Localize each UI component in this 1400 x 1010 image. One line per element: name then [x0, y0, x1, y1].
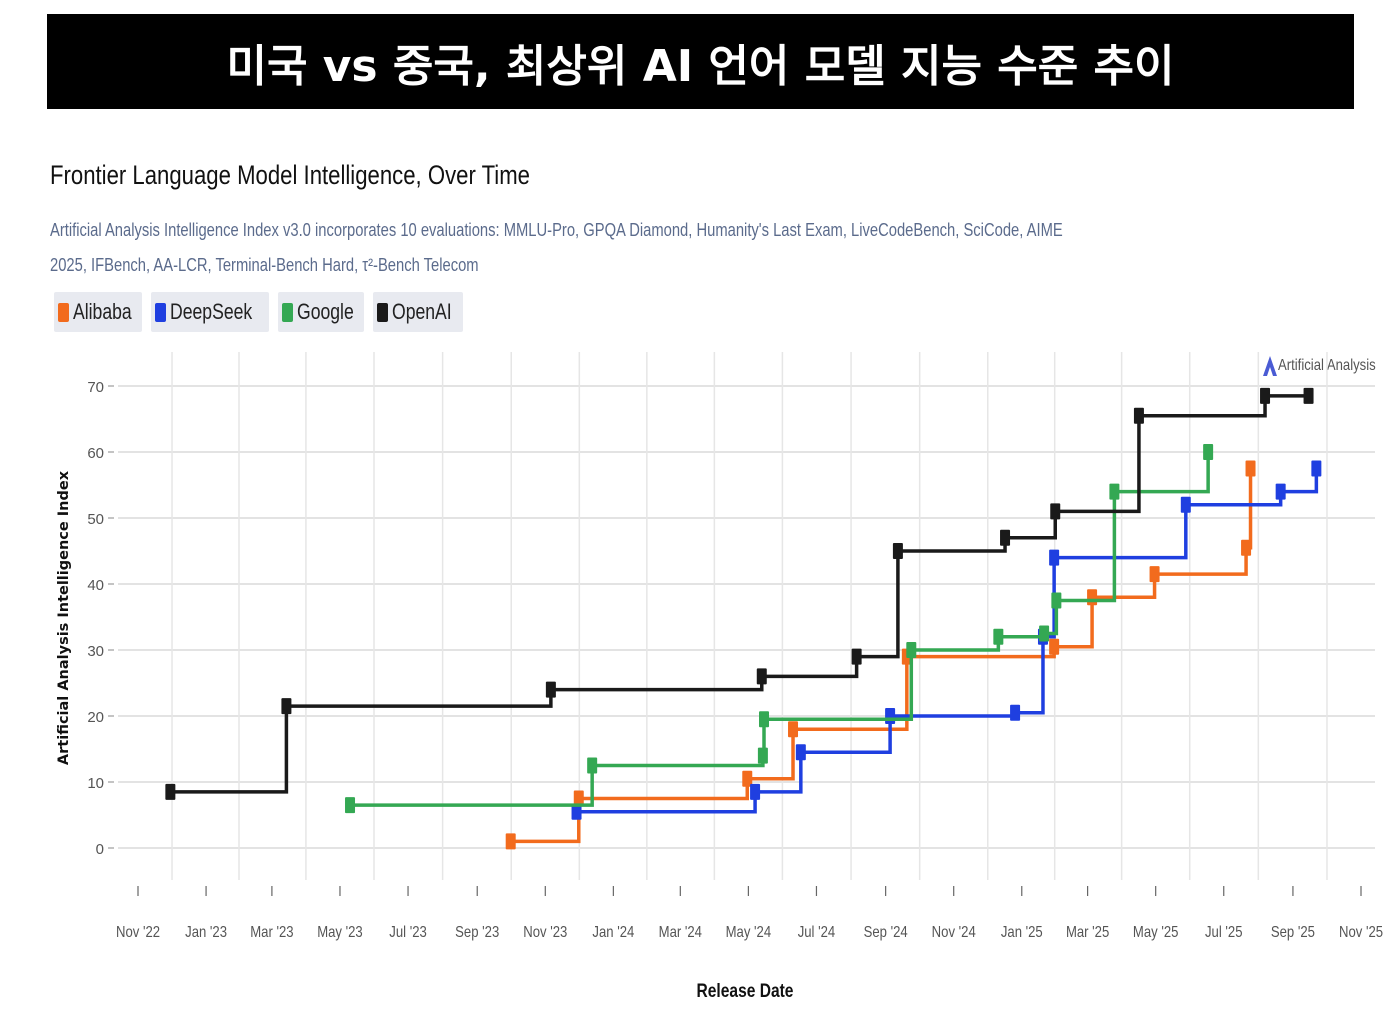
data-point: [1311, 460, 1322, 477]
data-point: [750, 783, 761, 800]
x-tick-label: Jul '25: [1205, 924, 1243, 941]
x-tick-label: Jul '24: [798, 924, 836, 941]
series-google: [345, 444, 1214, 814]
x-tick-label: Nov '24: [932, 924, 976, 941]
x-tick-label: May '25: [1133, 924, 1179, 941]
x-tick-label: Mar '24: [659, 924, 702, 941]
data-point: [1203, 444, 1214, 460]
x-tick-label: Nov '22: [116, 924, 160, 941]
data-point: [1133, 407, 1144, 424]
data-point: [165, 783, 176, 800]
legend-label-alibaba: Alibaba: [73, 299, 132, 324]
series-layer: [165, 387, 1322, 850]
x-tick-label: May '24: [726, 924, 772, 941]
x-tick-label: Jan '24: [592, 924, 634, 941]
data-point: [1049, 638, 1060, 655]
x-tick-label: Jul '23: [389, 924, 427, 941]
data-point: [545, 681, 556, 698]
x-tick-label: Nov '25: [1339, 924, 1383, 941]
legend-swatch-deepseek: [155, 302, 167, 322]
brand-logo-icon: [1263, 356, 1277, 376]
data-point: [1149, 566, 1160, 583]
legend-item-deepseek[interactable]: DeepSeek: [151, 292, 270, 332]
data-point: [885, 708, 896, 724]
legend-label-openai: OpenAI: [392, 299, 452, 324]
x-tick-label: Mar '23: [250, 924, 293, 941]
data-point: [1303, 387, 1314, 404]
y-tick-label: 40: [87, 577, 104, 594]
data-point: [505, 833, 516, 850]
y-tick-label: 70: [87, 379, 104, 396]
x-axis: Nov '22 Jan '23 Mar '23 May '23 Jul '23 Sep '…: [116, 886, 1383, 941]
data-point: [587, 757, 598, 774]
data-point: [571, 803, 582, 820]
x-tick-label: Sep '24: [864, 924, 908, 941]
data-point: [1050, 503, 1061, 520]
series-line-google: [350, 452, 1210, 807]
data-point: [1109, 483, 1120, 500]
legend-swatch-alibaba: [58, 302, 69, 322]
data-point: [1275, 483, 1286, 500]
legend: Alibaba DeepSeek Google OpenAI: [54, 292, 463, 332]
data-point: [906, 642, 917, 658]
legend-swatch-google: [282, 302, 294, 322]
y-tick-label: 60: [87, 445, 104, 462]
data-point: [788, 721, 799, 738]
legend-label-google: Google: [297, 299, 354, 324]
data-point: [1000, 529, 1011, 546]
legend-swatch-openai: [377, 302, 389, 322]
legend-item-openai[interactable]: OpenAI: [373, 292, 463, 332]
data-point: [1245, 460, 1256, 477]
y-tick-label: 20: [87, 709, 104, 726]
x-tick-label: Jan '25: [1001, 924, 1043, 941]
data-point: [1039, 625, 1050, 642]
x-tick-label: Nov '23: [523, 924, 567, 941]
data-point: [851, 648, 862, 665]
data-point: [757, 747, 768, 764]
x-tick-label: May '23: [317, 924, 363, 941]
data-point: [1241, 539, 1252, 556]
chart-title: Frontier Language Model Intelligence, Ov…: [50, 160, 530, 190]
series-line-openai: [170, 394, 1309, 794]
data-point: [892, 543, 903, 559]
x-tick-label: Mar '25: [1066, 924, 1109, 941]
data-point: [1049, 549, 1060, 566]
y-tick-label: 30: [87, 643, 104, 660]
x-axis-label: Release Date: [697, 980, 794, 1002]
data-point: [1180, 496, 1191, 513]
data-point: [1010, 704, 1021, 721]
data-point: [573, 790, 584, 807]
y-tick-label: 10: [87, 775, 104, 792]
data-point: [1260, 387, 1271, 404]
series-deepseek: [571, 460, 1322, 820]
data-point: [1051, 592, 1062, 609]
legend-label-deepseek: DeepSeek: [170, 299, 253, 324]
y-axis-label: Artificial Analysis Intelligence Index: [56, 470, 72, 765]
x-tick-label: Sep '23: [455, 924, 499, 941]
x-tick-label: Sep '25: [1271, 924, 1315, 941]
data-point: [795, 744, 806, 761]
series-alibaba: [505, 460, 1256, 850]
series-line-deepseek: [576, 468, 1319, 814]
data-point: [993, 628, 1004, 645]
y-tick-label: 0: [96, 841, 104, 858]
chart-subtitle: Artificial Analysis Intelligence Index v…: [50, 220, 1063, 275]
legend-item-alibaba[interactable]: Alibaba: [54, 292, 143, 332]
series-line-alibaba: [510, 468, 1253, 844]
data-point: [281, 698, 292, 715]
y-axis: 0 10 20 30 40 50 60 70: [87, 379, 114, 858]
data-point: [345, 797, 356, 814]
legend-item-google[interactable]: Google: [278, 292, 365, 332]
y-tick-label: 50: [87, 511, 104, 528]
grid: [118, 352, 1375, 880]
x-tick-label: Jan '23: [185, 924, 227, 941]
data-point: [1087, 589, 1098, 606]
banner-title: 미국 vs 중국, 최상위 AI 언어 모델 지능 수준 추이: [47, 14, 1354, 109]
data-point: [759, 711, 770, 728]
data-point: [742, 770, 753, 787]
series-openai: [165, 387, 1314, 800]
data-point: [756, 668, 767, 685]
